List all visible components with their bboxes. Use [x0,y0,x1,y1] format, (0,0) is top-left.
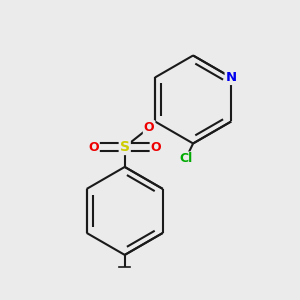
Text: O: O [151,140,161,154]
Text: N: N [226,71,237,84]
Text: O: O [88,140,99,154]
Text: Cl: Cl [179,152,192,165]
Text: S: S [120,140,130,154]
Text: O: O [144,121,154,134]
